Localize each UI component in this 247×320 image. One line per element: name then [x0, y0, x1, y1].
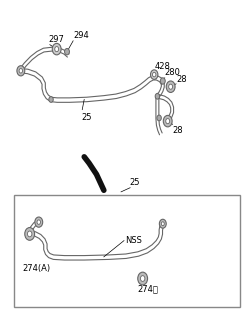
Circle shape — [155, 93, 160, 99]
Circle shape — [161, 222, 164, 226]
Circle shape — [27, 231, 32, 237]
Circle shape — [150, 70, 158, 79]
Circle shape — [163, 116, 172, 127]
Circle shape — [17, 66, 25, 76]
Text: 294: 294 — [74, 31, 90, 40]
Circle shape — [55, 47, 59, 52]
Circle shape — [169, 84, 173, 89]
FancyBboxPatch shape — [14, 195, 240, 307]
Text: 28: 28 — [173, 125, 183, 135]
Circle shape — [157, 115, 161, 121]
Circle shape — [138, 272, 147, 285]
Circle shape — [166, 81, 175, 92]
Text: 28: 28 — [176, 75, 187, 84]
Circle shape — [19, 68, 22, 73]
Circle shape — [52, 44, 61, 55]
Circle shape — [160, 78, 165, 84]
Text: 280: 280 — [165, 68, 181, 77]
Text: 297: 297 — [49, 35, 64, 44]
Circle shape — [64, 49, 69, 55]
Circle shape — [159, 219, 166, 228]
Circle shape — [37, 220, 41, 224]
Text: 25: 25 — [130, 178, 140, 187]
Circle shape — [35, 217, 43, 227]
Text: 25: 25 — [81, 113, 92, 122]
Text: 428: 428 — [155, 62, 171, 71]
Text: 274Ⓑ: 274Ⓑ — [137, 284, 158, 293]
Circle shape — [141, 276, 145, 281]
Circle shape — [166, 119, 170, 124]
Text: NSS: NSS — [125, 236, 142, 245]
Circle shape — [25, 228, 35, 240]
Circle shape — [49, 97, 53, 102]
Circle shape — [152, 72, 156, 77]
Text: 274(A): 274(A) — [23, 264, 51, 273]
